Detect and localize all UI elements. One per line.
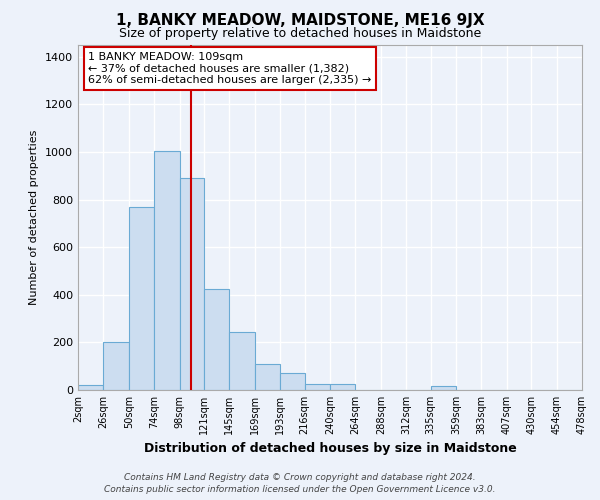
- Bar: [103, 342, 129, 390]
- Bar: [305, 384, 330, 390]
- Text: 1, BANKY MEADOW, MAIDSTONE, ME16 9JX: 1, BANKY MEADOW, MAIDSTONE, ME16 9JX: [116, 12, 484, 28]
- Bar: [280, 374, 305, 390]
- Y-axis label: Number of detached properties: Number of detached properties: [29, 130, 40, 305]
- Text: Size of property relative to detached houses in Maidstone: Size of property relative to detached ho…: [119, 28, 481, 40]
- X-axis label: Distribution of detached houses by size in Maidstone: Distribution of detached houses by size …: [143, 442, 517, 456]
- Text: Contains HM Land Registry data © Crown copyright and database right 2024.
Contai: Contains HM Land Registry data © Crown c…: [104, 472, 496, 494]
- Bar: [255, 364, 280, 390]
- Bar: [179, 178, 204, 390]
- Bar: [204, 289, 229, 390]
- Bar: [431, 386, 456, 390]
- Bar: [129, 207, 154, 390]
- Bar: [78, 385, 103, 390]
- Text: 1 BANKY MEADOW: 109sqm
← 37% of detached houses are smaller (1,382)
62% of semi-: 1 BANKY MEADOW: 109sqm ← 37% of detached…: [88, 52, 371, 85]
- Bar: [154, 151, 179, 390]
- Bar: [229, 332, 255, 390]
- Bar: [330, 384, 355, 390]
